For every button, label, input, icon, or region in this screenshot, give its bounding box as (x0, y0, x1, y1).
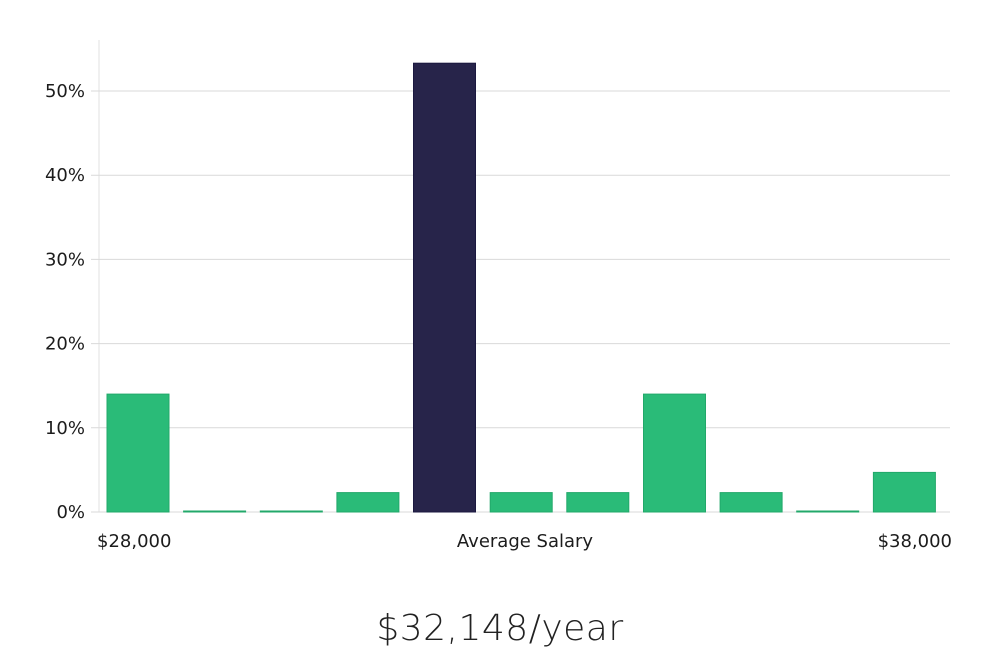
y-tick-label: 20% (45, 334, 85, 355)
axis-labels: 0% 10% 20% 30% 40% 50% $28,000 Average Salary $3… (45, 81, 952, 552)
bar (796, 510, 860, 513)
bar (719, 492, 783, 513)
bar (336, 492, 400, 513)
bar (183, 510, 247, 513)
bar-average-salary (413, 62, 476, 513)
x-label-average: Average Salary (457, 531, 594, 552)
bar (259, 510, 323, 513)
bar (566, 492, 630, 513)
y-tick-label: 50% (45, 81, 85, 102)
bar (872, 471, 936, 513)
average-salary-caption: $32,148/year (376, 608, 624, 649)
y-tick-label: 0% (56, 502, 85, 523)
gridlines (91, 40, 950, 513)
bar (489, 492, 553, 513)
bars (106, 62, 936, 513)
x-label-min: $28,000 (97, 531, 171, 552)
y-tick-label: 40% (45, 165, 85, 186)
bar (643, 393, 706, 513)
y-tick-label: 30% (45, 249, 85, 270)
y-tick-label: 10% (45, 418, 85, 439)
bar (106, 393, 170, 513)
x-label-max: $38,000 (878, 531, 952, 552)
